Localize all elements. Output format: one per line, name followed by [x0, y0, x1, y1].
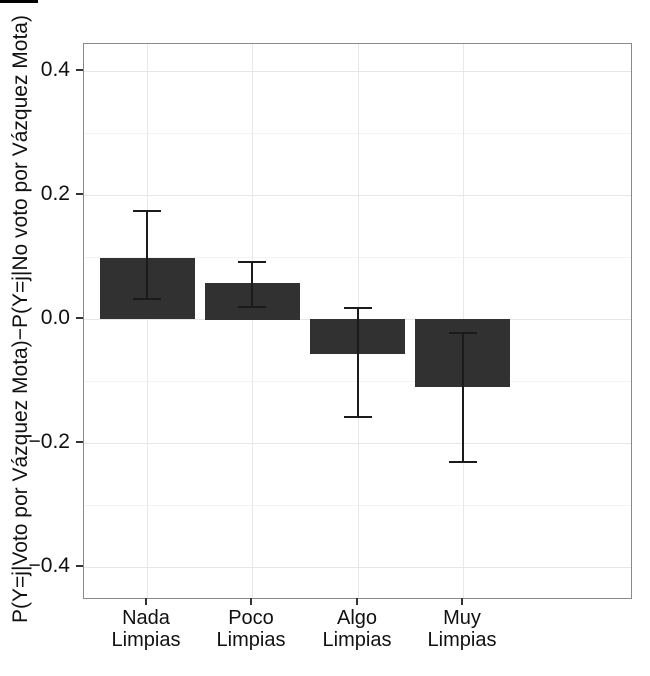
y-axis-tick [76, 317, 83, 319]
x-tick-label-line: Poco [228, 607, 274, 629]
error-bar-cap [133, 298, 161, 300]
plot-panel [83, 43, 632, 599]
gridline-major [84, 443, 631, 444]
y-axis-tick [76, 441, 83, 443]
y-tick-label: 0.4 [40, 58, 70, 81]
x-tick-label-muy: Muy Limpias [392, 607, 532, 651]
gridline-minor [84, 505, 631, 506]
x-tick-label-line: Muy [443, 607, 481, 629]
x-tick-label-line: Limpias [111, 629, 181, 651]
x-tick-label-line: Limpias [216, 629, 286, 651]
gridline-major [84, 567, 631, 568]
x-axis-tick [356, 598, 358, 605]
x-tick-label-line: Limpias [322, 629, 392, 651]
error-bar-line [251, 262, 253, 307]
x-tick-label-line: Limpias [427, 629, 497, 651]
x-tick-label-line: Nada [122, 607, 170, 629]
x-axis-tick [250, 598, 252, 605]
error-bar-line [357, 308, 359, 417]
y-axis-tick [76, 69, 83, 71]
gridline-minor [84, 133, 631, 134]
error-bar-cap [449, 461, 477, 463]
x-tick-label-nada: Nada Limpias [76, 607, 216, 651]
error-bar-cap [133, 210, 161, 212]
y-axis-tick [76, 565, 83, 567]
top-edge-artifact-line [0, 0, 38, 3]
x-axis-tick [145, 598, 147, 605]
y-axis-tick [76, 193, 83, 195]
x-axis-tick [461, 598, 463, 605]
error-bar-cap [238, 306, 266, 308]
error-bar-cap [449, 332, 477, 334]
error-bar-line [146, 211, 148, 299]
x-tick-label-algo: Algo Limpias [287, 607, 427, 651]
gridline-vertical [147, 44, 148, 598]
gridline-major [84, 71, 631, 72]
y-tick-label: −0.2 [28, 430, 70, 453]
y-tick-label: 0.2 [40, 182, 70, 205]
error-bar-cap [344, 307, 372, 309]
x-tick-label-line: Algo [336, 607, 378, 629]
x-tick-label-poco: Poco Limpias [181, 607, 321, 651]
error-bar-cap [238, 261, 266, 263]
y-tick-label: −0.4 [28, 554, 70, 577]
error-bar-cap [344, 416, 372, 418]
gridline-vertical [252, 44, 253, 598]
gridline-major [84, 195, 631, 196]
gridline-minor [84, 257, 631, 258]
y-tick-label: 0.0 [40, 306, 70, 329]
error-bar-line [462, 333, 464, 461]
